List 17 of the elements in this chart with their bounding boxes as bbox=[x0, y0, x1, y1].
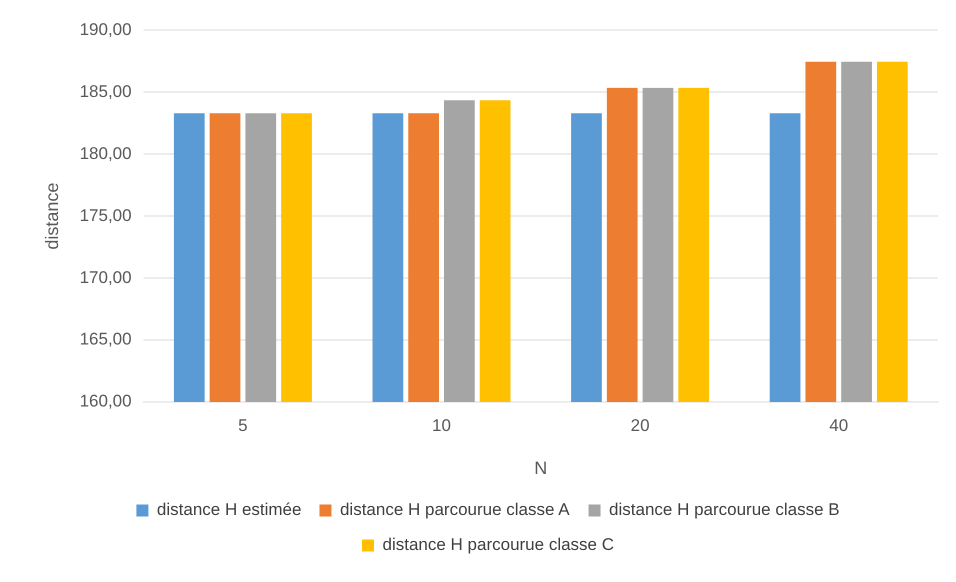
y-tick-label: 160,00 bbox=[80, 392, 132, 411]
y-tick-label: 190,00 bbox=[80, 20, 132, 39]
legend-label: distance H estimée bbox=[156, 500, 302, 520]
x-tick-label: 20 bbox=[630, 416, 650, 435]
y-axis-title: distance bbox=[42, 182, 62, 250]
x-axis-title: N bbox=[534, 458, 548, 478]
legend-label: distance H parcourue classe C bbox=[382, 535, 614, 554]
x-tick-label: 5 bbox=[238, 416, 248, 435]
y-tick-label: 165,00 bbox=[80, 330, 132, 349]
x-tick-label: 40 bbox=[829, 416, 848, 435]
y-tick-label: 175,00 bbox=[80, 206, 132, 225]
y-tick-label: 180,00 bbox=[80, 144, 132, 163]
y-tick-label: 170,00 bbox=[80, 268, 132, 287]
y-tick-label: 185,00 bbox=[80, 82, 132, 101]
legend-label: distance H parcourue classe A bbox=[340, 500, 570, 520]
x-tick-label: 10 bbox=[432, 416, 451, 435]
legend-label: distance H parcourue classe B bbox=[609, 500, 840, 520]
